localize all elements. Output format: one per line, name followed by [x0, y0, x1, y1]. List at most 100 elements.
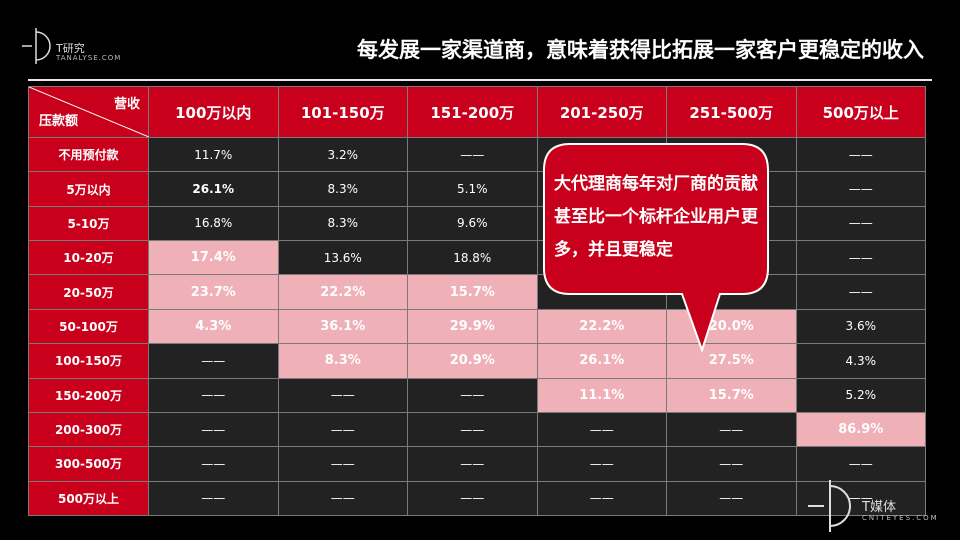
table-cell-highlight: 36.1%	[277, 308, 408, 345]
table-row: 50-100万 4.3% 36.1% 29.9% 22.2% 20.0% 3.6…	[28, 308, 926, 345]
table-cell: ——	[407, 446, 538, 482]
table-cell: 16.8%	[148, 205, 279, 242]
table-cell: ——	[795, 136, 926, 173]
table-cell-highlight: 22.2%	[536, 308, 667, 345]
table-cell: ——	[407, 377, 538, 413]
callout-text: 大代理商每年对厂商的贡献甚至比一个标杆企业用户更多，并且更稳定	[554, 174, 758, 260]
corner-bottom-label: 压款额	[39, 114, 79, 129]
table-cell-highlight: 29.9%	[407, 308, 538, 345]
column-header: 100万以内	[148, 86, 279, 138]
table-cell: 11.7%	[148, 136, 279, 173]
logo-domain: TANALYSE.COM	[56, 54, 122, 62]
column-header: 500万以上	[795, 86, 926, 138]
row-label: 300-500万	[28, 446, 149, 482]
table-cell: ——	[795, 480, 926, 517]
column-header: 201-250万	[536, 86, 667, 138]
logo-brand: T研究	[56, 42, 85, 55]
diagonal-line	[29, 87, 149, 137]
table-cell: 5.1%	[407, 171, 538, 207]
tanalyse-logo: T研究 TANALYSE.COM	[22, 26, 132, 66]
table-row: 200-300万 —— —— —— —— —— 86.9%	[28, 411, 926, 448]
table-cell: ——	[795, 274, 926, 310]
table-row: 300-500万 —— —— —— —— —— ——	[28, 446, 926, 482]
cniteyes-watermark: T媒体 CNITEYES.COM	[800, 478, 950, 534]
table-row: 5万以内 26.1% 8.3% 5.1% ——	[28, 171, 926, 207]
table-cell: 9.6%	[407, 205, 538, 242]
table-cell: ——	[148, 480, 279, 517]
table-cell: ——	[407, 136, 538, 173]
row-label: 200-300万	[28, 411, 149, 448]
column-header: 101-150万	[277, 86, 408, 138]
table-cell: 3.2%	[277, 136, 408, 173]
t-media-logo-icon	[808, 480, 851, 532]
table-cell-highlight: 4.3%	[148, 308, 279, 345]
table-cell: ——	[666, 446, 797, 482]
row-label: 5万以内	[28, 171, 149, 207]
watermark-domain: CNITEYES.COM	[862, 514, 939, 522]
table-cell-highlight: 20.0%	[666, 308, 797, 345]
row-label: 不用预付款	[28, 136, 149, 173]
row-label: 10-20万	[28, 240, 149, 276]
table-cell: ——	[407, 411, 538, 448]
row-label: 5-10万	[28, 205, 149, 242]
table-cell: ——	[795, 240, 926, 276]
table-cell: 4.3%	[795, 343, 926, 379]
slide-title: 每发展一家渠道商，意味着获得比拓展一家客户更稳定的收入	[357, 38, 924, 62]
table-cell-highlight: 20.9%	[407, 343, 538, 379]
corner-top-label: 营收	[113, 97, 140, 112]
table-cell: ——	[536, 411, 667, 448]
table-cell: 13.6%	[277, 240, 408, 276]
table-cell: ——	[148, 411, 279, 448]
table-cell: ——	[277, 377, 408, 413]
column-header: 251-500万	[666, 86, 797, 138]
table-cell: ——	[148, 343, 279, 379]
table-row: 5-10万 16.8% 8.3% 9.6% ——	[28, 205, 926, 242]
table-cell: ——	[277, 446, 408, 482]
row-label: 50-100万	[28, 308, 149, 345]
title-divider	[28, 79, 932, 81]
table-cell: ——	[795, 171, 926, 207]
table-row: 10-20万 17.4% 13.6% 18.8% ——	[28, 240, 926, 276]
table-header-row: 营收 压款额 100万以内 101-150万 151-200万 201-250万…	[28, 86, 926, 138]
table-cell-highlight: 86.9%	[795, 411, 926, 448]
table-cell-highlight: 23.7%	[148, 274, 279, 310]
row-label: 500万以上	[28, 480, 149, 517]
table-cell: ——	[277, 411, 408, 448]
table-cell: ——	[148, 446, 279, 482]
table-cell: 5.2%	[795, 377, 926, 413]
table-cell: 8.3%	[277, 205, 408, 242]
table-cell-highlight: 15.7%	[407, 274, 538, 310]
table-cell: ——	[536, 480, 667, 517]
table-cell: ——	[148, 377, 279, 413]
table-cell: 18.8%	[407, 240, 538, 276]
table-row: 500万以上 —— —— —— —— —— ——	[28, 480, 926, 517]
table-cell: 8.3%	[277, 171, 408, 207]
callout-bubble	[543, 143, 769, 354]
column-header: 151-200万	[407, 86, 538, 138]
t-logo-icon	[22, 28, 51, 64]
revenue-table: 营收 压款额 100万以内 101-150万 151-200万 201-250万…	[28, 86, 926, 517]
table-cell-highlight: 15.7%	[666, 377, 797, 413]
table-cell: 3.6%	[795, 308, 926, 345]
table-cell: ——	[795, 446, 926, 482]
table-row: 100-150万 —— 8.3% 20.9% 26.1% 27.5% 4.3%	[28, 343, 926, 379]
row-label: 20-50万	[28, 274, 149, 310]
row-label: 100-150万	[28, 343, 149, 379]
table-row: 150-200万 —— —— —— 11.1% 15.7% 5.2%	[28, 377, 926, 413]
corner-header: 营收 压款额	[28, 86, 149, 138]
table-cell: ——	[536, 446, 667, 482]
speech-callout: 大代理商每年对厂商的贡献甚至比一个标杆企业用户更多，并且更稳定	[542, 142, 772, 354]
table-cell-highlight: 22.2%	[277, 274, 408, 310]
watermark-brand: T媒体	[862, 500, 896, 515]
table-cell: ——	[666, 411, 797, 448]
table-cell: ——	[407, 480, 538, 517]
table-cell-highlight: 26.1%	[536, 343, 667, 379]
row-label: 150-200万	[28, 377, 149, 413]
table-cell-highlight: 17.4%	[148, 240, 279, 276]
table-cell-highlight: 11.1%	[536, 377, 667, 413]
table-cell: ——	[666, 480, 797, 517]
table-cell: 26.1%	[148, 171, 279, 207]
table-cell: ——	[277, 480, 408, 517]
table-row: 不用预付款 11.7% 3.2% —— ——	[28, 136, 926, 173]
table-cell-highlight: 8.3%	[277, 343, 408, 379]
